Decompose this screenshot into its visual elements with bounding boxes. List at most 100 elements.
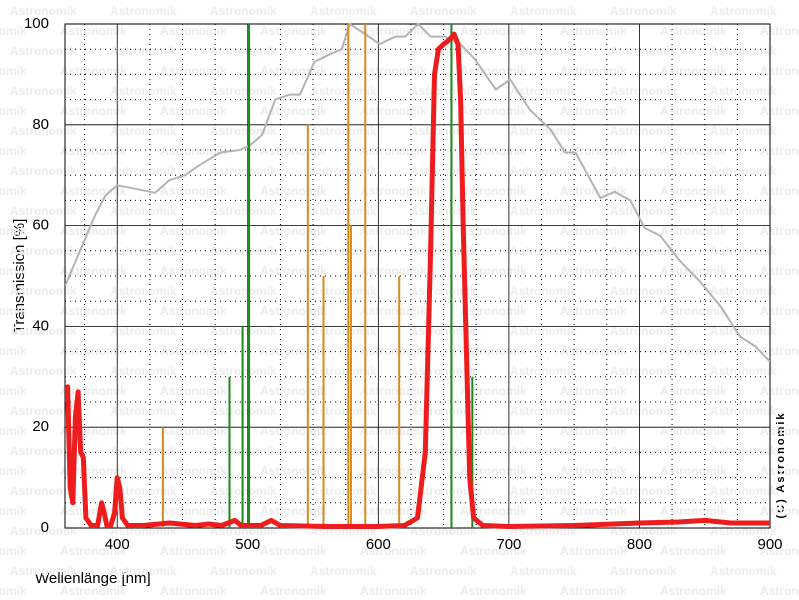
watermark: Astronomik (0, 24, 27, 38)
watermark: Astronomik (0, 304, 27, 318)
watermark: Astronomik (510, 564, 577, 578)
watermark: Astronomik (610, 204, 677, 218)
watermark: Astronomik (610, 444, 677, 458)
watermark: Astronomik (160, 184, 227, 198)
watermark: Astronomik (660, 184, 727, 198)
watermark: Astronomik (160, 464, 227, 478)
watermark: Astronomik (560, 464, 627, 478)
watermark: Astronomik (110, 404, 177, 418)
watermark: Astronomik (660, 544, 727, 558)
watermark: Astronomik (160, 144, 227, 158)
watermark: Astronomik (10, 524, 77, 538)
watermark: Astronomik (360, 264, 427, 278)
watermark: Astronomik (310, 124, 377, 138)
watermark: Astronomik (460, 584, 527, 598)
watermark: Astronomik (360, 304, 427, 318)
watermark: Astronomik (560, 24, 627, 38)
watermark: Astronomik (260, 384, 327, 398)
watermark: Astronomik (160, 504, 227, 518)
watermark: Astronomik (560, 144, 627, 158)
watermark: Astronomik (260, 464, 327, 478)
watermark: Astronomik (660, 384, 727, 398)
watermark: Astronomik (410, 84, 477, 98)
watermark: Astronomik (0, 64, 27, 78)
watermark: Astronomik (60, 104, 127, 118)
watermark: Astronomik (710, 324, 777, 338)
watermark: Astronomik (460, 304, 527, 318)
watermark: Astronomik (0, 584, 27, 598)
watermark: Astronomik (210, 124, 277, 138)
watermark: Astronomik (460, 24, 527, 38)
watermark: Astronomik (660, 464, 727, 478)
watermark: Astronomik (510, 404, 577, 418)
watermark: Astronomik (0, 384, 27, 398)
watermark: Astronomik (110, 484, 177, 498)
watermark: Astronomik (760, 584, 799, 598)
watermark: Astronomik (0, 264, 27, 278)
watermark: Astronomik (260, 584, 327, 598)
watermark: Astronomik (0, 544, 27, 558)
watermark: Astronomik (210, 164, 277, 178)
watermark: Astronomik (10, 484, 77, 498)
watermark: Astronomik (710, 244, 777, 258)
watermark: Astronomik (210, 204, 277, 218)
watermark: Astronomik (660, 224, 727, 238)
watermark: Astronomik (260, 424, 327, 438)
watermark: Astronomik (0, 144, 27, 158)
watermark: Astronomik (160, 104, 227, 118)
watermark: Astronomik (710, 164, 777, 178)
watermark: Astronomik (60, 504, 127, 518)
x-tick-label: 600 (366, 536, 391, 553)
watermark: Astronomik (10, 444, 77, 458)
watermark: Astronomik (410, 244, 477, 258)
watermark: Astronomik (710, 404, 777, 418)
watermark: Astronomik (310, 404, 377, 418)
watermark: Astronomik (710, 84, 777, 98)
watermark: Astronomik (710, 124, 777, 138)
watermark: Astronomik (510, 84, 577, 98)
watermark: Astronomik (760, 544, 799, 558)
watermark: Astronomik (410, 204, 477, 218)
watermark: Astronomik (160, 584, 227, 598)
watermark: Astronomik (510, 204, 577, 218)
watermark: Astronomik (0, 504, 27, 518)
watermark: Astronomik (510, 124, 577, 138)
watermark: Astronomik (360, 24, 427, 38)
watermark: Astronomik (410, 564, 477, 578)
watermark: Astronomik (560, 384, 627, 398)
watermark: Astronomik (610, 404, 677, 418)
watermark: Astronomik (110, 564, 177, 578)
watermark: Astronomik (660, 144, 727, 158)
series-line (65, 31, 770, 529)
watermark: Astronomik (560, 304, 627, 318)
watermark: Astronomik (60, 24, 127, 38)
watermark: Astronomik (510, 44, 577, 58)
watermark: Astronomik (60, 224, 127, 238)
watermark: Astronomik (10, 364, 77, 378)
watermark: Astronomik (260, 64, 327, 78)
watermark: Astronomik (560, 344, 627, 358)
watermark: Astronomik (60, 264, 127, 278)
series-line (65, 23, 770, 363)
watermark: Astronomik (610, 324, 677, 338)
y-axis-label: Transmission [%] (11, 219, 28, 333)
watermark: Astronomik (160, 384, 227, 398)
watermark: Astronomik (410, 164, 477, 178)
watermark: Astronomik (610, 364, 677, 378)
watermark: Astronomik (360, 464, 427, 478)
y-tick-label: 40 (32, 317, 49, 334)
watermark: Astronomik (610, 244, 677, 258)
watermark: Astronomik (160, 264, 227, 278)
watermark: Astronomik (60, 144, 127, 158)
watermark: Astronomik (60, 304, 127, 318)
watermark: Astronomik (360, 424, 427, 438)
watermark: Astronomik (560, 504, 627, 518)
watermark: Astronomik (760, 144, 799, 158)
watermark: Astronomik (10, 404, 77, 418)
watermark: Astronomik (310, 564, 377, 578)
watermark: Astronomik (310, 284, 377, 298)
watermark: Astronomik (60, 584, 127, 598)
watermark: Astronomik (660, 584, 727, 598)
watermark: Astronomik (310, 164, 377, 178)
